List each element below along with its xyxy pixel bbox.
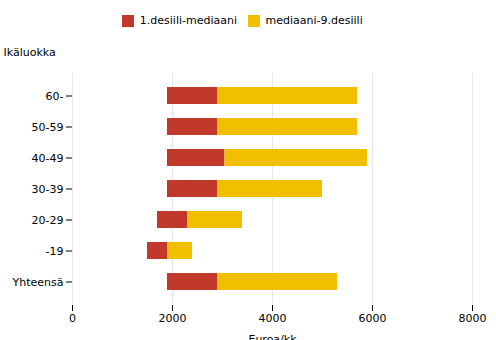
html-text:1.desiili-mediaani: 1.desiili-mediaani [139,14,237,27]
svg-text:8000: 8000 [459,312,487,325]
svg-text:0: 0 [69,312,76,325]
svg-text:2000: 2000 [159,312,187,325]
svg-text:Euroa/kk: Euroa/kk [248,332,297,340]
svg-text:20-29: 20-29 [32,213,64,226]
svg-text:Yhteensä: Yhteensä [12,275,64,288]
svg-text:-19: -19 [46,244,64,257]
svg-text:30-39: 30-39 [32,182,64,195]
svg-text:40-49: 40-49 [32,151,64,164]
svg-text:Ikäluokka: Ikäluokka [4,46,56,59]
html-text:mediaani-9.desiili: mediaani-9.desiili [265,14,363,27]
svg-text:6000: 6000 [359,312,387,325]
svg-text:4000: 4000 [259,312,287,325]
svg-text:50-59: 50-59 [32,120,64,133]
svg-text:60-: 60- [46,89,64,102]
